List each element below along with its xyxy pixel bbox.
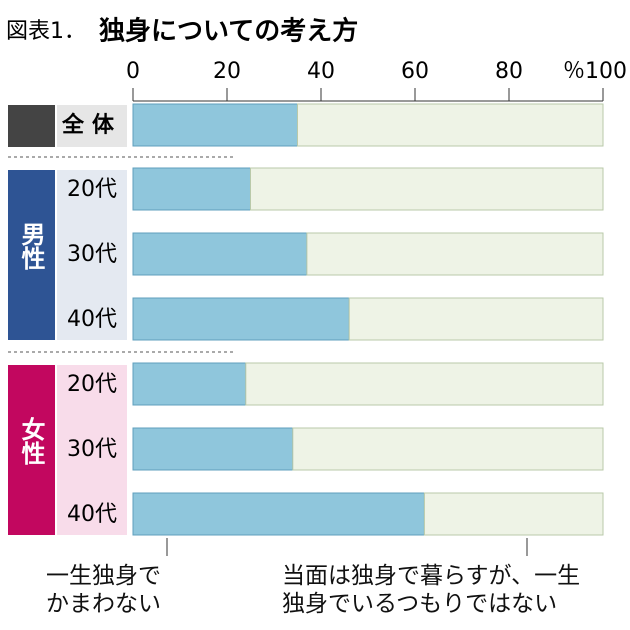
- label-cell: [57, 170, 127, 340]
- group-label: 女性: [17, 417, 45, 465]
- bar-segment: [132, 103, 298, 147]
- category-label: 20代: [67, 372, 117, 397]
- legend-label: 当面は独身で暮らすが、一生 独身でいるつもりではない: [282, 563, 581, 617]
- bar-segment: [250, 167, 604, 211]
- total-marker: [8, 105, 55, 147]
- bar-segment: [348, 297, 604, 341]
- bar-segment: [297, 103, 604, 147]
- category-label: 全体: [61, 112, 122, 138]
- x-tick-label: 40: [307, 59, 335, 84]
- category-label: 30代: [67, 242, 117, 267]
- category-label: 30代: [67, 437, 117, 462]
- group-label: 男性: [17, 222, 45, 270]
- bar-segment: [306, 232, 604, 276]
- figure-label: 図表1．: [6, 19, 86, 44]
- legend-label: 一生独身で かまわない: [46, 563, 161, 617]
- x-tick-label: 60: [401, 59, 429, 84]
- x-tick-label: 0: [126, 59, 140, 84]
- bar-segment: [132, 167, 251, 211]
- bar-segment: [132, 362, 247, 406]
- bar-segment: [132, 492, 425, 536]
- category-label: 40代: [67, 307, 117, 332]
- bar-segment: [245, 362, 604, 406]
- label-cell: [57, 105, 127, 147]
- x-tick-label: ％100: [563, 59, 627, 84]
- bar-segment: [292, 427, 604, 471]
- category-label: 20代: [67, 177, 117, 202]
- bar-segment: [132, 427, 294, 471]
- x-tick-label: 80: [495, 59, 523, 84]
- bar-segment: [423, 492, 604, 536]
- group-block: [8, 365, 55, 535]
- category-label: 40代: [67, 502, 117, 527]
- bar-segment: [132, 297, 350, 341]
- bar-segment: [132, 232, 308, 276]
- label-cell: [57, 365, 127, 535]
- group-block: [8, 170, 55, 340]
- x-tick-label: 20: [213, 59, 241, 84]
- chart-title: 独身についての考え方: [99, 16, 358, 47]
